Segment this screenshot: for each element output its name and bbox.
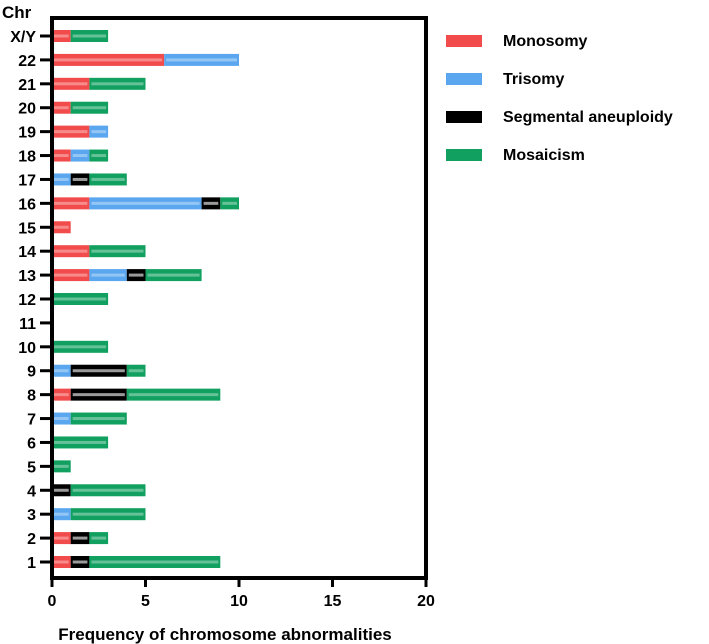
y-tick-label: 14 bbox=[18, 244, 36, 261]
bar-segment bbox=[52, 532, 71, 545]
bar-segment bbox=[126, 388, 221, 401]
y-tick-label: 22 bbox=[18, 53, 36, 70]
bar-segment bbox=[89, 197, 202, 210]
bar-segment bbox=[52, 388, 71, 401]
bar-segment bbox=[52, 197, 90, 210]
y-tick-label: 2 bbox=[27, 531, 36, 548]
bar-segment bbox=[70, 532, 90, 545]
bar-segment bbox=[70, 101, 109, 114]
y-tick-label: 15 bbox=[18, 220, 36, 237]
bar-segment bbox=[70, 149, 90, 162]
legend-label: Trisomy bbox=[503, 71, 564, 88]
y-tick-label: 1 bbox=[27, 555, 36, 572]
bar-segment bbox=[52, 77, 90, 90]
bar-segment bbox=[89, 149, 109, 162]
legend-swatch bbox=[446, 149, 482, 161]
y-tick-label: 11 bbox=[19, 316, 36, 333]
legend-swatch bbox=[446, 73, 482, 85]
y-tick-label: 12 bbox=[18, 292, 36, 309]
legend-label: Monosomy bbox=[503, 33, 588, 50]
x-tick-label: 20 bbox=[417, 593, 435, 610]
bar-segment bbox=[52, 221, 71, 234]
y-axis-title: Chr bbox=[2, 3, 32, 22]
bar-segment bbox=[52, 412, 71, 425]
y-tick-label: 20 bbox=[18, 101, 36, 118]
legend-item: Mosaicism bbox=[446, 147, 585, 164]
bar-segment bbox=[89, 125, 109, 138]
y-tick-label: 9 bbox=[27, 364, 36, 381]
bar-segment bbox=[70, 484, 146, 497]
y-tick-label: 6 bbox=[27, 435, 36, 452]
y-tick-label: 3 bbox=[27, 507, 36, 524]
bar-segment bbox=[52, 149, 71, 162]
y-tick-label: 19 bbox=[18, 125, 36, 142]
legend-item: Trisomy bbox=[446, 71, 564, 88]
y-tick-label: 16 bbox=[18, 196, 36, 213]
bar-segment bbox=[52, 460, 71, 473]
bar-segment bbox=[52, 364, 71, 377]
legend-item: Monosomy bbox=[446, 33, 588, 50]
bar-segment bbox=[89, 173, 127, 186]
x-axis-title: Frequency of chromosome abnormalities bbox=[58, 625, 391, 644]
y-tick-label: 5 bbox=[27, 459, 36, 476]
bar-segment bbox=[89, 77, 146, 90]
bar-segment bbox=[70, 364, 127, 377]
bar-segment bbox=[220, 197, 239, 210]
bar-segment bbox=[52, 508, 71, 521]
y-tick-label: 8 bbox=[27, 388, 36, 405]
legend-swatch bbox=[446, 35, 482, 47]
bar-segment bbox=[89, 556, 221, 568]
bar-segment bbox=[70, 556, 90, 568]
bar-segment bbox=[70, 508, 146, 521]
bar-segment bbox=[52, 173, 71, 186]
bar-segment bbox=[70, 173, 90, 186]
bar-segment bbox=[52, 101, 71, 114]
bar-segment bbox=[52, 436, 109, 449]
y-tick-label: 7 bbox=[27, 412, 36, 429]
legend: Monosomy Trisomy Segmental aneuploidy Mosai… bbox=[446, 33, 673, 164]
bar-segment bbox=[52, 125, 90, 138]
y-tick-label: X/Y bbox=[10, 29, 36, 46]
bar-segment bbox=[52, 53, 165, 66]
y-tick-label: 21 bbox=[18, 77, 36, 94]
bar-segment bbox=[70, 412, 127, 425]
bar-segment bbox=[52, 269, 90, 282]
y-tick-label: 13 bbox=[18, 268, 36, 285]
x-tick-label: 10 bbox=[230, 593, 248, 610]
bar-segment bbox=[126, 269, 146, 282]
y-tick-label: 10 bbox=[18, 340, 36, 357]
legend-label: Segmental aneuploidy bbox=[503, 109, 673, 126]
bar-segment bbox=[52, 245, 90, 258]
x-tick-label: 0 bbox=[48, 593, 57, 610]
bar-segment bbox=[126, 364, 146, 377]
legend-swatch bbox=[446, 111, 482, 123]
x-tick-label: 15 bbox=[324, 593, 342, 610]
bar-segment bbox=[52, 484, 71, 497]
y-tick-label: 4 bbox=[27, 483, 36, 500]
bar-segment bbox=[201, 197, 221, 210]
legend-label: Mosaicism bbox=[503, 147, 585, 164]
bar-segment bbox=[70, 30, 109, 42]
bar-segment bbox=[164, 53, 239, 66]
bar-segment bbox=[52, 293, 109, 305]
bar-segment bbox=[52, 340, 109, 353]
x-tick-label: 5 bbox=[141, 593, 150, 610]
y-tick-label: 18 bbox=[18, 149, 36, 166]
legend-item: Segmental aneuploidy bbox=[446, 109, 673, 126]
bar-segment bbox=[145, 269, 202, 282]
bar-segment bbox=[89, 532, 109, 545]
bar-segment bbox=[52, 556, 71, 568]
bar-segment bbox=[89, 269, 127, 282]
plot-area bbox=[52, 30, 239, 568]
bar-segment bbox=[70, 388, 127, 401]
bar-segment bbox=[89, 245, 146, 258]
bar-segment bbox=[52, 30, 71, 42]
y-tick-label: 17 bbox=[18, 172, 36, 189]
